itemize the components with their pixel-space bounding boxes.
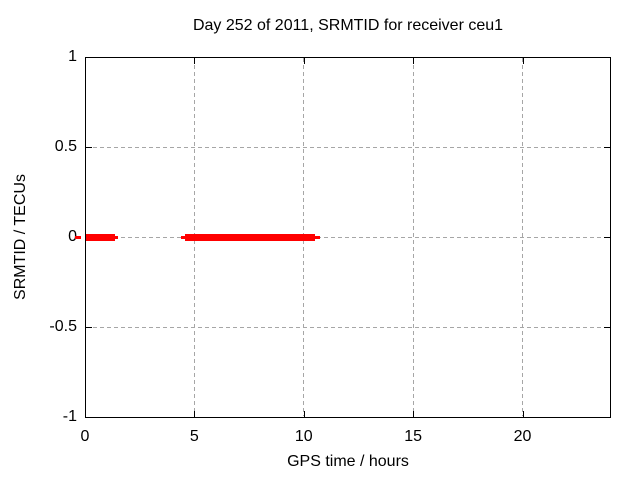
x-tick-label: 5 — [189, 428, 199, 445]
y-tick-mark-left — [86, 57, 92, 58]
x-tick-label: 10 — [294, 428, 313, 445]
horizontal-gridline — [86, 236, 609, 238]
y-tick-label: -1 — [62, 408, 77, 425]
y-tick-mark-left — [86, 327, 92, 328]
x-tick-mark-top — [522, 58, 524, 64]
x-tick-mark-bottom — [522, 411, 524, 417]
x-tick-label: 15 — [404, 428, 423, 445]
y-tick-mark-right — [604, 147, 610, 148]
x-tick-label: 0 — [80, 428, 90, 445]
horizontal-gridline — [86, 146, 609, 148]
x-axis-label: GPS time / hours — [287, 453, 409, 470]
y-tick-mark-right — [604, 417, 610, 418]
x-tick-mark-bottom — [413, 411, 415, 417]
y-tick-label: 1 — [68, 48, 77, 65]
y-tick-mark-right — [604, 327, 610, 328]
data-segment — [184, 233, 315, 241]
horizontal-gridline — [86, 326, 609, 328]
x-tick-mark-top — [413, 58, 415, 64]
chart-title: Day 252 of 2011, SRMTID for receiver ceu… — [192, 17, 504, 34]
x-tick-mark-bottom — [85, 411, 86, 417]
x-tick-mark-top — [303, 58, 305, 64]
y-tick-label: 0 — [68, 228, 77, 245]
data-segment-thin — [74, 235, 82, 239]
y-tick-mark-right — [604, 237, 610, 238]
x-tick-label: 20 — [513, 428, 532, 445]
x-tick-mark-bottom — [194, 411, 196, 417]
x-tick-mark-bottom — [303, 411, 305, 417]
y-tick-mark-left — [86, 147, 92, 148]
y-tick-mark-right — [604, 57, 610, 58]
y-tick-mark-left — [86, 417, 92, 418]
y-tick-label: -0.5 — [49, 318, 77, 335]
x-tick-mark-top — [194, 58, 196, 64]
x-tick-mark-top — [85, 58, 86, 64]
data-segment — [86, 233, 115, 241]
plot-frame — [85, 57, 611, 418]
y-tick-label: 0.5 — [54, 138, 77, 155]
